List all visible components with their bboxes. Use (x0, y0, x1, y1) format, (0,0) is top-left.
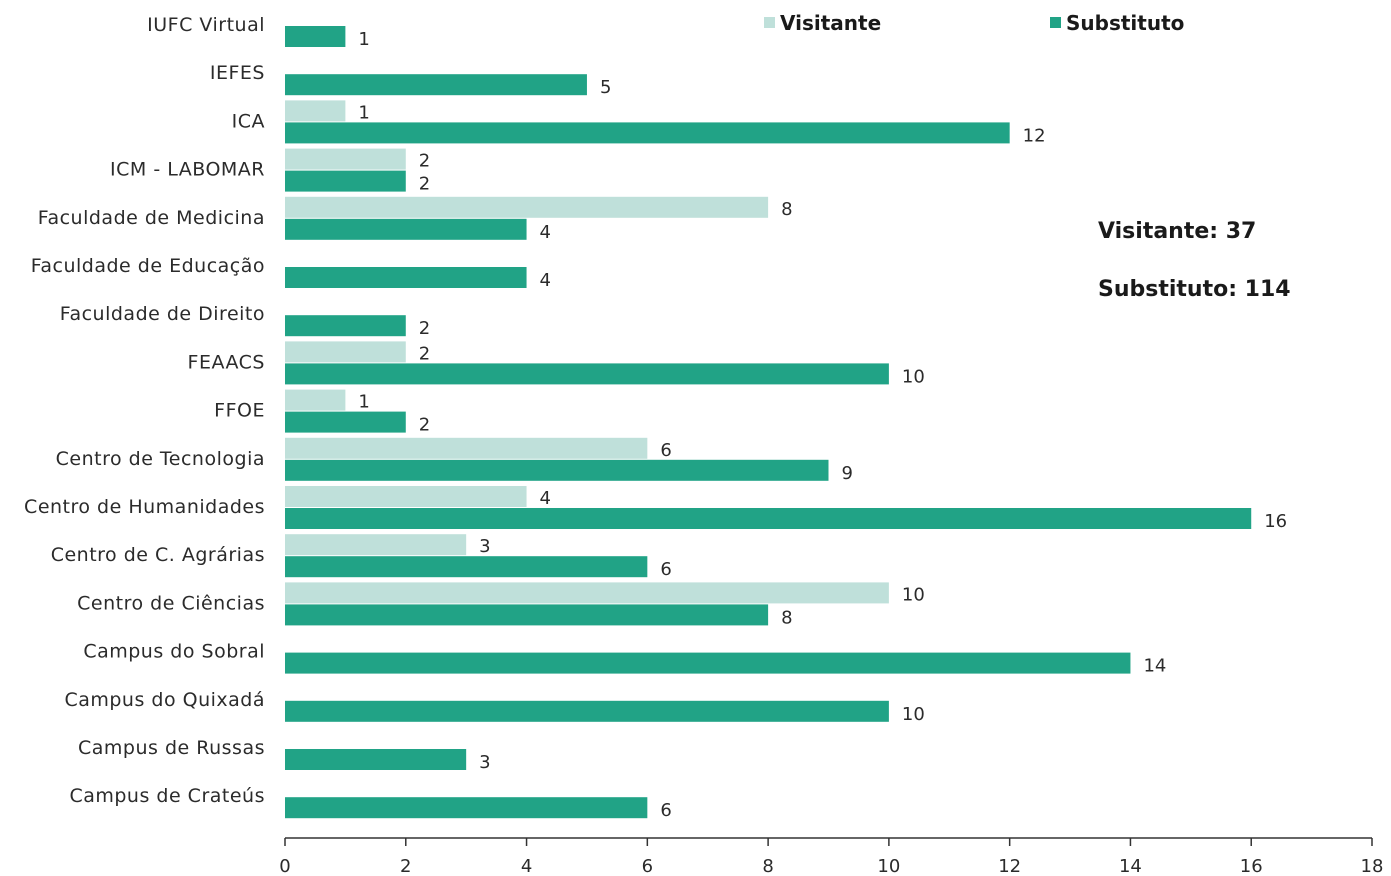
data-label-visitante-centro-de-ciencias: 10 (902, 584, 925, 605)
category-label-iefes: IEFES (210, 62, 265, 84)
data-label-visitante-ffoe: 1 (358, 392, 369, 413)
category-label-centro-de-c-agrarias: Centro de C. Agrárias (51, 544, 265, 566)
bar-substituto-campus-de-crateus (285, 797, 648, 819)
data-label-visitante-centro-de-tecnologia: 6 (660, 440, 671, 461)
bar-substituto-centro-de-c-agrarias (285, 556, 648, 578)
category-label-centro-de-tecnologia: Centro de Tecnologia (56, 448, 265, 470)
bar-substituto-ffoe (285, 411, 406, 433)
data-label-substituto-campus-de-crateus: 6 (660, 800, 671, 821)
data-label-visitante-ica: 1 (358, 102, 369, 123)
category-label-icm-labomar: ICM - LABOMAR (110, 159, 265, 181)
category-label-ffoe: FFOE (214, 400, 265, 422)
category-label-faculdade-de-educacao: Faculdade de Educação (31, 255, 265, 277)
bar-visitante-centro-de-humanidades (285, 486, 527, 507)
data-label-substituto-feaacs: 10 (902, 366, 925, 387)
data-label-substituto-faculdade-de-medicina: 4 (540, 222, 551, 243)
bar-substituto-campus-do-sobral (285, 652, 1131, 674)
data-label-substituto-iefes: 5 (600, 77, 611, 98)
legend: Visitante Substituto (764, 11, 1184, 35)
category-label-iufc-virtual: IUFC Virtual (147, 14, 265, 36)
category-label-centro-de-ciencias: Centro de Ciências (77, 592, 265, 614)
bar-substituto-centro-de-tecnologia (285, 459, 829, 481)
data-label-substituto-faculdade-de-direito: 2 (419, 318, 430, 339)
x-tick-label-16: 16 (1240, 856, 1263, 876)
x-tick-label-6: 6 (642, 856, 653, 876)
total-substituto: Substituto: 114 (1098, 277, 1291, 302)
data-label-visitante-centro-de-c-agrarias: 3 (479, 536, 490, 557)
category-label-campus-do-sobral: Campus do Sobral (83, 641, 265, 663)
x-axis: 0 2 4 6 8 10 12 14 16 18 (279, 837, 1384, 876)
data-label-substituto-centro-de-c-agrarias: 6 (660, 559, 671, 580)
bar-visitante-centro-de-ciencias (285, 582, 889, 604)
bar-substituto-ica (285, 122, 1010, 144)
data-label-substituto-ffoe: 2 (419, 415, 430, 436)
data-label-visitante-centro-de-humanidades: 4 (540, 488, 551, 509)
category-label-faculdade-de-direito: Faculdade de Direito (60, 303, 265, 325)
bar-substituto-faculdade-de-direito (285, 315, 406, 337)
data-label-substituto-campus-do-sobral: 14 (1143, 656, 1166, 677)
totals-annotation: Visitante: 37 Substituto: 114 (1098, 219, 1291, 302)
bar-visitante-centro-de-c-agrarias (285, 534, 467, 556)
bar-substituto-icm-labomar (285, 170, 406, 192)
bar-visitante-feaacs (285, 341, 406, 363)
data-label-substituto-iufc-virtual: 1 (358, 29, 369, 50)
category-label-faculdade-de-medicina: Faculdade de Medicina (38, 207, 265, 229)
bar-visitante-centro-de-tecnologia (285, 437, 648, 459)
category-label-feaacs: FEAACS (188, 351, 265, 373)
bar-substituto-iufc-virtual (285, 26, 346, 47)
legend-swatch-visitante (764, 17, 775, 28)
x-tick-label-14: 14 (1119, 856, 1142, 876)
bar-substituto-feaacs (285, 363, 889, 385)
category-labels: IUFC Virtual IEFES ICA ICM - LABOMAR Faculda… (24, 14, 265, 807)
bar-substituto-campus-do-quixada (285, 700, 889, 722)
data-label-visitante-feaacs: 2 (419, 343, 430, 364)
data-label-substituto-faculdade-de-educacao: 4 (540, 270, 551, 291)
x-tick-label-10: 10 (877, 856, 900, 876)
bar-substituto-centro-de-ciencias (285, 604, 769, 626)
total-visitante: Visitante: 37 (1098, 219, 1256, 244)
bar-substituto-faculdade-de-educacao (285, 267, 527, 288)
x-tick-label-4: 4 (521, 856, 532, 876)
bar-substituto-centro-de-humanidades (285, 508, 1252, 529)
x-tick-label-18: 18 (1361, 856, 1384, 876)
data-label-substituto-icm-labomar: 2 (419, 174, 430, 195)
bar-visitante-ica (285, 100, 346, 122)
legend-label-substituto: Substituto (1066, 11, 1184, 35)
x-tick-label-8: 8 (762, 856, 773, 876)
data-label-substituto-centro-de-tecnologia: 9 (842, 463, 853, 484)
data-label-substituto-centro-de-humanidades: 16 (1264, 511, 1287, 532)
bar-visitante-icm-labomar (285, 148, 406, 170)
bar-substituto-faculdade-de-medicina (285, 218, 527, 240)
data-label-visitante-icm-labomar: 2 (419, 151, 430, 172)
data-label-substituto-campus-do-quixada: 10 (902, 704, 925, 725)
data-label-visitante-faculdade-de-medicina: 8 (781, 199, 792, 220)
x-tick-label-0: 0 (279, 856, 290, 876)
x-tick-label-2: 2 (400, 856, 411, 876)
legend-swatch-substituto (1050, 17, 1061, 28)
bar-visitante-faculdade-de-medicina (285, 196, 769, 218)
data-label-substituto-ica: 12 (1023, 125, 1046, 146)
x-tick-label-12: 12 (998, 856, 1021, 876)
data-label-substituto-campus-de-russas: 3 (479, 752, 490, 773)
bar-substituto-iefes (285, 74, 587, 96)
category-label-ica: ICA (232, 110, 265, 132)
legend-label-visitante: Visitante (780, 11, 881, 35)
bar-substituto-campus-de-russas (285, 749, 467, 770)
category-label-campus-de-crateus: Campus de Crateús (69, 785, 265, 807)
data-label-substituto-centro-de-ciencias: 8 (781, 607, 792, 628)
bar-visitante-ffoe (285, 389, 346, 411)
category-label-centro-de-humanidades: Centro de Humanidades (24, 496, 265, 518)
category-label-campus-de-russas: Campus de Russas (78, 737, 265, 759)
category-label-campus-do-quixada: Campus do Quixadá (64, 689, 265, 711)
